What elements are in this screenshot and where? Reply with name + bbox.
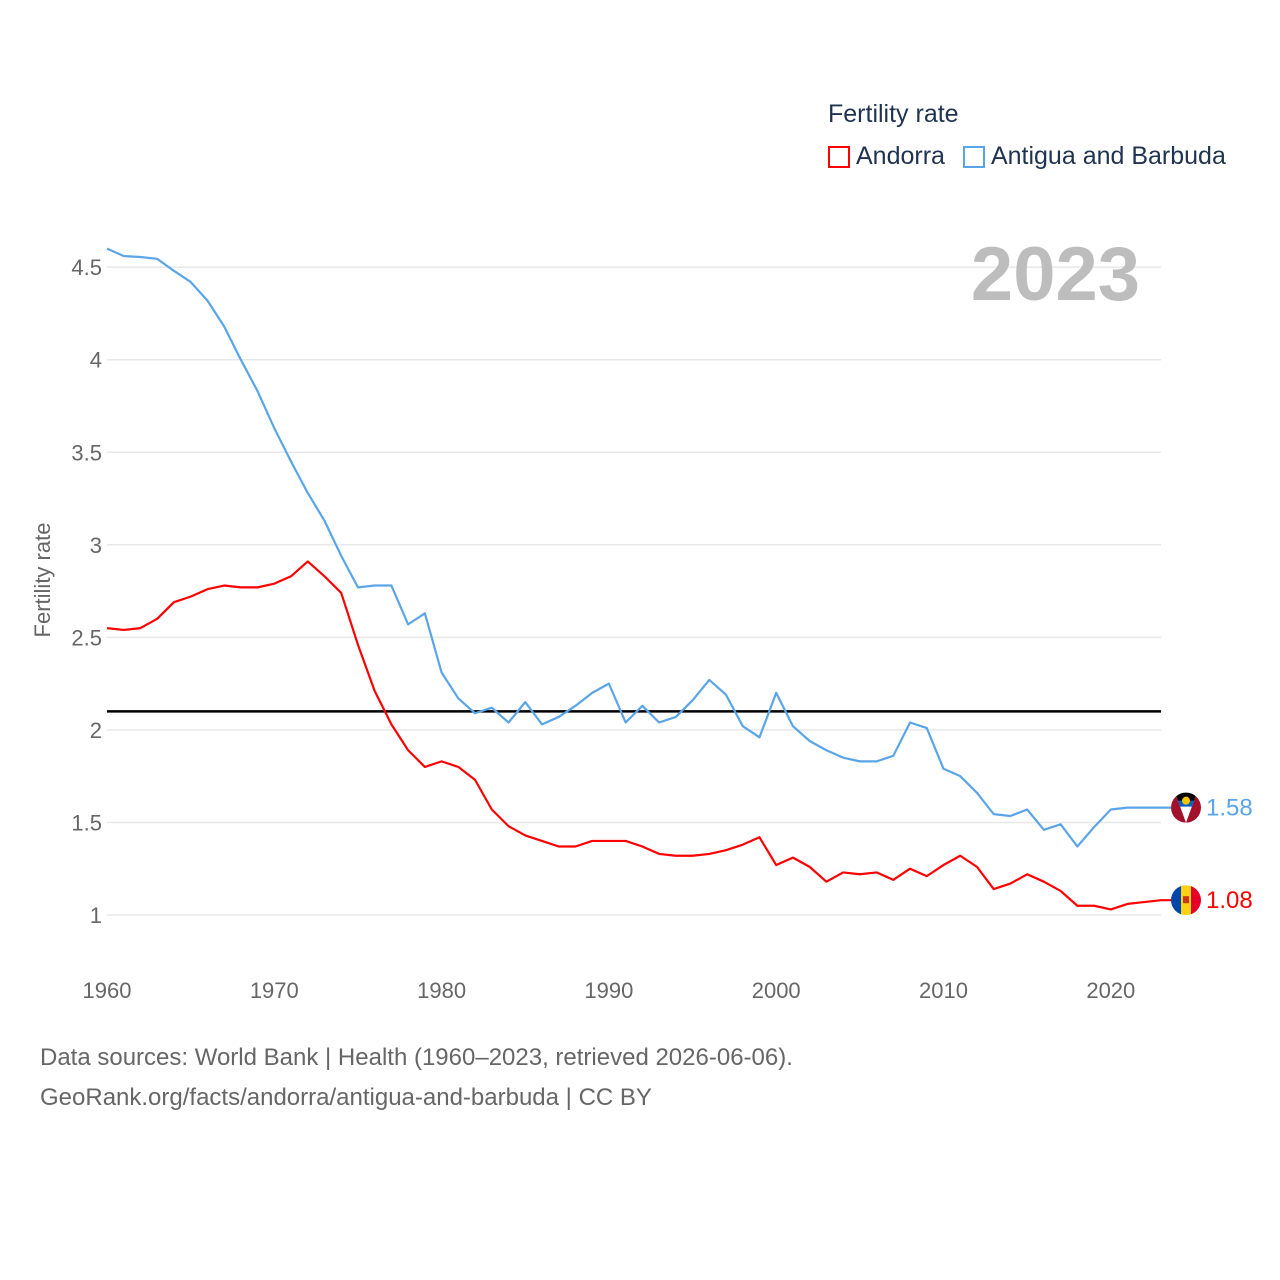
legend-item-andorra[interactable]: Andorra bbox=[828, 142, 945, 171]
x-tick-label: 1980 bbox=[417, 978, 466, 1003]
x-tick-label: 1970 bbox=[250, 978, 299, 1003]
y-tick-label: 3.5 bbox=[71, 440, 102, 465]
x-tick-label: 2000 bbox=[752, 978, 801, 1003]
x-tick-label: 2010 bbox=[919, 978, 968, 1003]
y-tick-label: 4.5 bbox=[71, 255, 102, 280]
y-axis-label: Fertility rate bbox=[30, 523, 55, 638]
series-lines bbox=[106, 247, 1171, 911]
y-tick-label: 4 bbox=[90, 348, 102, 373]
legend-label: Andorra bbox=[856, 142, 945, 170]
antigua-end-value: 1.58 bbox=[1206, 795, 1253, 822]
x-axis-ticks: 1960 1970 1980 1990 2000 2010 2020 bbox=[83, 978, 1136, 1003]
y-axis-ticks: 1 1.5 2 2.5 3 3.5 4 4.5 bbox=[71, 255, 102, 928]
legend-label: Antigua and Barbuda bbox=[990, 142, 1226, 170]
legend-title: Fertility rate bbox=[828, 100, 959, 128]
y-tick-label: 2.5 bbox=[71, 625, 102, 650]
footer-link[interactable]: GeoRank.org/facts/andorra/antigua-and-ba… bbox=[40, 1084, 652, 1111]
y-tick-label: 1.5 bbox=[71, 810, 102, 835]
andorra-end-value: 1.08 bbox=[1206, 887, 1253, 914]
x-tick-label: 1990 bbox=[584, 978, 633, 1003]
legend-swatch bbox=[828, 145, 850, 168]
andorra-flag-icon bbox=[1171, 885, 1201, 916]
footer-sources: Data sources: World Bank | Health (1960–… bbox=[40, 1044, 793, 1071]
series-line-andorra bbox=[106, 560, 1171, 911]
legend: Andorra Antigua and Barbuda bbox=[828, 142, 1226, 171]
y-tick-label: 2 bbox=[90, 718, 102, 743]
year-label: 2023 bbox=[971, 232, 1140, 317]
x-tick-label: 1960 bbox=[83, 978, 132, 1003]
gridlines bbox=[107, 266, 1161, 916]
y-tick-label: 3 bbox=[90, 533, 102, 558]
legend-item-antigua[interactable]: Antigua and Barbuda bbox=[962, 142, 1226, 171]
end-labels: 1.58 1.08 bbox=[1171, 792, 1253, 916]
antigua-flag-icon bbox=[1171, 792, 1201, 823]
x-tick-label: 2020 bbox=[1086, 978, 1135, 1003]
series-line-antigua-and-barbuda bbox=[106, 247, 1171, 848]
legend-swatch bbox=[962, 145, 985, 168]
y-tick-label: 1 bbox=[90, 903, 102, 928]
